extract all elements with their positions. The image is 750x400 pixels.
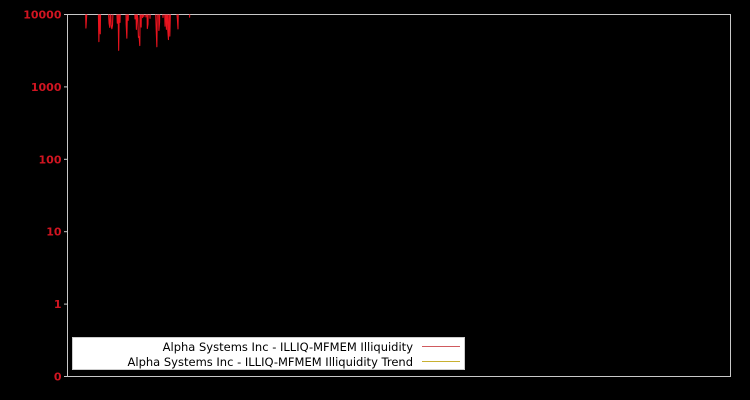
y-axis-tick: 100 [39, 153, 68, 166]
legend-label-illiquidity-trend: Alpha Systems Inc - ILLIQ-MFMEM Illiquid… [127, 354, 413, 369]
series-illiquidity [85, 14, 191, 51]
y-axis-tick: 0 [54, 371, 68, 384]
y-axis-tick-label: 1000 [31, 81, 62, 94]
legend-swatch-illiquidity-trend [422, 361, 460, 362]
y-axis-tick: 1 [54, 298, 68, 311]
legend-item-illiquidity-trend[interactable]: Alpha Systems Inc - ILLIQ-MFMEM Illiquid… [73, 354, 464, 369]
y-axis-tick-label: 10 [46, 226, 62, 239]
legend-swatch-illiquidity [422, 346, 460, 347]
y-axis-tick: 10000 [23, 9, 68, 22]
y-axis-tick: 10 [46, 226, 68, 239]
legend-label-illiquidity: Alpha Systems Inc - ILLIQ-MFMEM Illiquid… [162, 339, 413, 354]
y-axis-tick-label: 10000 [23, 9, 62, 22]
y-axis-tick: 1000 [31, 81, 68, 94]
y-axis-tick-label: 100 [39, 153, 62, 166]
y-axis-tick-label: 1 [54, 298, 62, 311]
y-axis-tick-label: 0 [54, 371, 62, 384]
chart-legend: Alpha Systems Inc - ILLIQ-MFMEM Illiquid… [72, 337, 465, 370]
legend-item-illiquidity[interactable]: Alpha Systems Inc - ILLIQ-MFMEM Illiquid… [73, 339, 464, 354]
